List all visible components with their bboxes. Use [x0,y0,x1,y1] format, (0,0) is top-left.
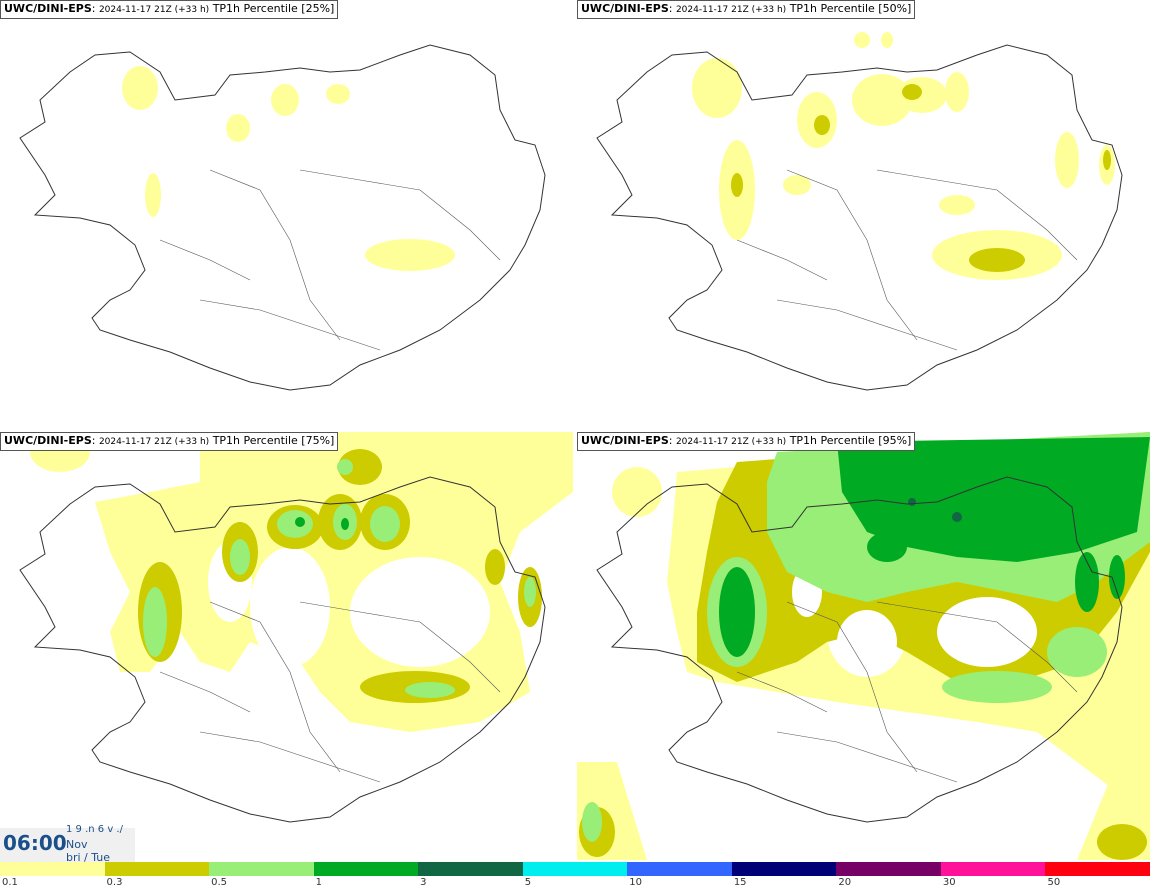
precip-map-75 [19,432,573,823]
legend-swatch [209,862,315,876]
legend-tick-label: 3 [420,877,427,888]
legend-tick-label: 5 [524,877,532,888]
valid-time-hour: 06:00 [3,831,67,855]
legend-swatch [522,862,628,876]
legend-swatch [940,862,1046,876]
valid-date-line2: Nov [66,838,88,851]
legend-tick-label: 30 [942,877,956,888]
legend-swatch [627,862,733,876]
valid-date-line3: bri / Tue [66,851,111,862]
legend-swatch [313,862,419,876]
map-panel-95: UWC/DINI-EPS: 2024-11-17 21Z (+33 h) TP1… [577,432,1150,860]
legend-tick-label: 0.3 [106,877,123,888]
legend-swatch [0,862,106,876]
map-panel-75: UWC/DINI-EPS: 2024-11-17 21Z (+33 h) TP1… [0,432,573,860]
color-legend: 0.1 0.3 0.5 1 3 5 10 15 20 30 50 [0,862,1150,891]
valid-date-line1: 1 9 .n 6 v ./ [66,824,123,835]
panel-title: UWC/DINI-EPS: 2024-11-17 21Z (+33 h) TP1… [0,432,339,451]
region-borders [159,601,501,783]
coastline [19,476,546,823]
region-borders [159,169,501,351]
legend-swatch [104,862,210,876]
panel-title: UWC/DINI-EPS: 2024-11-17 21Z (+33 h) TP1… [577,432,916,451]
coastline [596,476,1123,823]
precip-areas [692,32,1115,280]
legend-tick-label: 1 [315,877,322,888]
region-borders [736,169,1078,351]
coastline [596,44,1123,391]
legend-tick-label: 50 [1047,877,1061,888]
legend-tick-label: 0.5 [211,877,227,888]
legend-swatch [836,862,942,876]
precip-map-25 [19,44,546,391]
legend-tick-label: 0.1 [2,877,18,888]
panel-title: UWC/DINI-EPS: 2024-11-17 21Z (+33 h) TP1… [0,0,339,19]
legend-swatch [731,862,837,876]
coastline [19,44,546,391]
map-panel-50: UWC/DINI-EPS: 2024-11-17 21Z (+33 h) TP1… [577,0,1150,428]
valid-time-box: 06:00 1 9 .n 6 v ./ Nov bri / Tue [0,824,135,862]
legend-tick-label: 15 [733,877,747,888]
legend-tick-label: 20 [838,877,852,888]
legend-swatch [1045,862,1150,876]
precip-map-50 [596,32,1123,391]
precip-areas [30,432,573,732]
precip-areas [122,66,455,271]
legend-swatch [418,862,524,876]
legend-tick-label: 10 [629,877,642,888]
precip-areas [577,432,1150,860]
region-borders [736,601,1078,783]
precip-map-95 [577,432,1150,860]
panel-title: UWC/DINI-EPS: 2024-11-17 21Z (+33 h) TP1… [577,0,916,19]
map-panel-25: UWC/DINI-EPS: 2024-11-17 21Z (+33 h) TP1… [0,0,573,428]
